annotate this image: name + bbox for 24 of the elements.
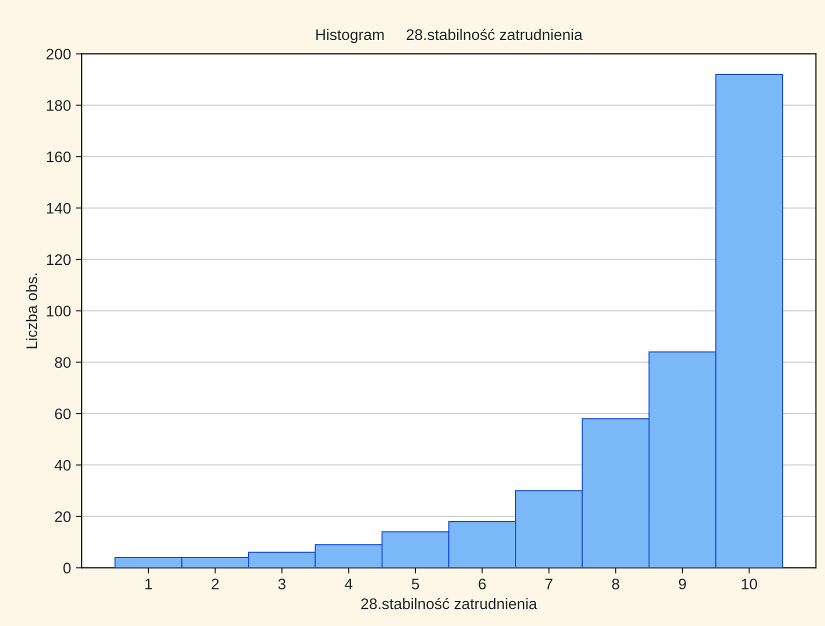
y-tick-label: 60	[55, 408, 71, 420]
y-tick-label: 120	[46, 254, 71, 266]
x-tick-label: 9	[678, 578, 686, 590]
y-tick-label: 140	[46, 202, 71, 214]
y-tick-label: 20	[55, 511, 71, 522]
x-tick-label: 7	[545, 578, 552, 590]
y-tick-label: 180	[46, 100, 71, 111]
y-tick-label: 200	[46, 48, 71, 60]
y-tick-label: 80	[54, 357, 71, 368]
x-tick-label: 1	[145, 578, 152, 590]
x-tick-label: 10	[742, 578, 758, 590]
y-tick-label: 160	[46, 151, 71, 162]
x-tick-label: 3	[278, 578, 286, 590]
y-tick-label: 100	[46, 306, 71, 316]
x-tick-label: 6	[478, 578, 486, 590]
y-tick-label: 40	[54, 460, 71, 471]
chart-title: Histogram 28.stabilność zatrudnienia	[316, 28, 583, 44]
x-tick-label: 4	[344, 578, 352, 590]
x-tick-label: 2	[212, 578, 219, 590]
y-axis-title: Liczba obs.	[26, 274, 38, 348]
x-tick-label: 8	[612, 578, 620, 590]
x-tick-label: 5	[412, 578, 420, 590]
y-tick-label: 0	[63, 562, 71, 574]
x-axis-title: 28.stabilność zatrudnienia	[361, 598, 538, 610]
